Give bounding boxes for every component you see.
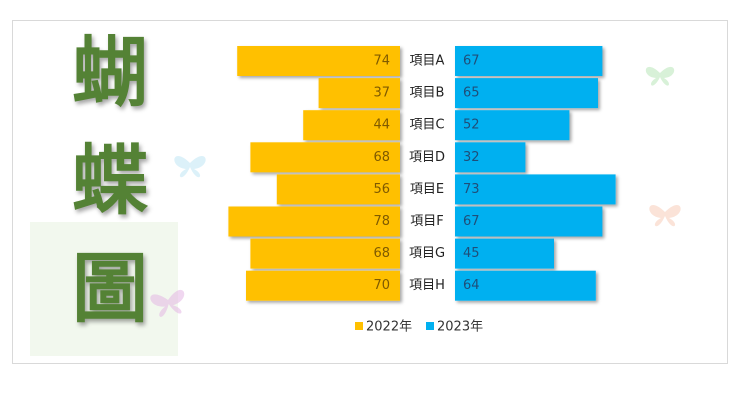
bar: [246, 270, 400, 301]
butterfly-icons: [150, 66, 681, 317]
data-label: 32: [463, 150, 480, 165]
bar: [455, 78, 598, 109]
data-label: 64: [463, 278, 480, 293]
bar: [455, 142, 526, 173]
bar: [455, 46, 603, 76]
category-label: 項目E: [410, 182, 444, 197]
decoration: [30, 222, 178, 356]
data-label: 67: [463, 54, 480, 69]
category-label: 項目A: [410, 54, 445, 69]
bar: [303, 110, 400, 141]
bar: [318, 78, 400, 109]
bar: [276, 174, 400, 205]
legend-swatch: [355, 322, 363, 330]
bar: [455, 110, 570, 141]
data-label: 45: [463, 246, 480, 261]
data-label: 67: [463, 214, 480, 229]
chart-title: 蝴蝶圖: [59, 32, 148, 356]
data-label: 68: [373, 150, 390, 165]
category-label: 項目D: [409, 150, 445, 165]
data-label: 74: [373, 54, 390, 69]
category-label: 項目C: [409, 118, 444, 133]
bar: [455, 174, 616, 205]
bar: [455, 270, 596, 301]
data-label: 70: [373, 278, 390, 293]
category-label: 項目F: [410, 214, 443, 229]
bar: [455, 206, 603, 237]
legend-label: 2023年: [437, 320, 483, 335]
data-label: 68: [373, 246, 390, 261]
category-label: 項目H: [409, 278, 445, 293]
bar: [455, 238, 554, 269]
data-label: 56: [373, 182, 390, 197]
legend-label: 2022年: [366, 320, 412, 335]
data-label: 78: [373, 214, 390, 229]
data-label: 37: [373, 86, 390, 101]
data-label: 65: [463, 86, 480, 101]
bar: [250, 142, 400, 173]
data-label: 73: [463, 182, 480, 197]
legend-swatch: [426, 322, 434, 330]
bar: [250, 238, 400, 269]
data-label: 52: [463, 118, 480, 133]
data-label: 44: [373, 118, 390, 133]
bar: [237, 46, 400, 76]
bar: [228, 206, 400, 237]
category-label: 項目B: [410, 86, 445, 101]
category-label: 項目G: [409, 246, 445, 261]
